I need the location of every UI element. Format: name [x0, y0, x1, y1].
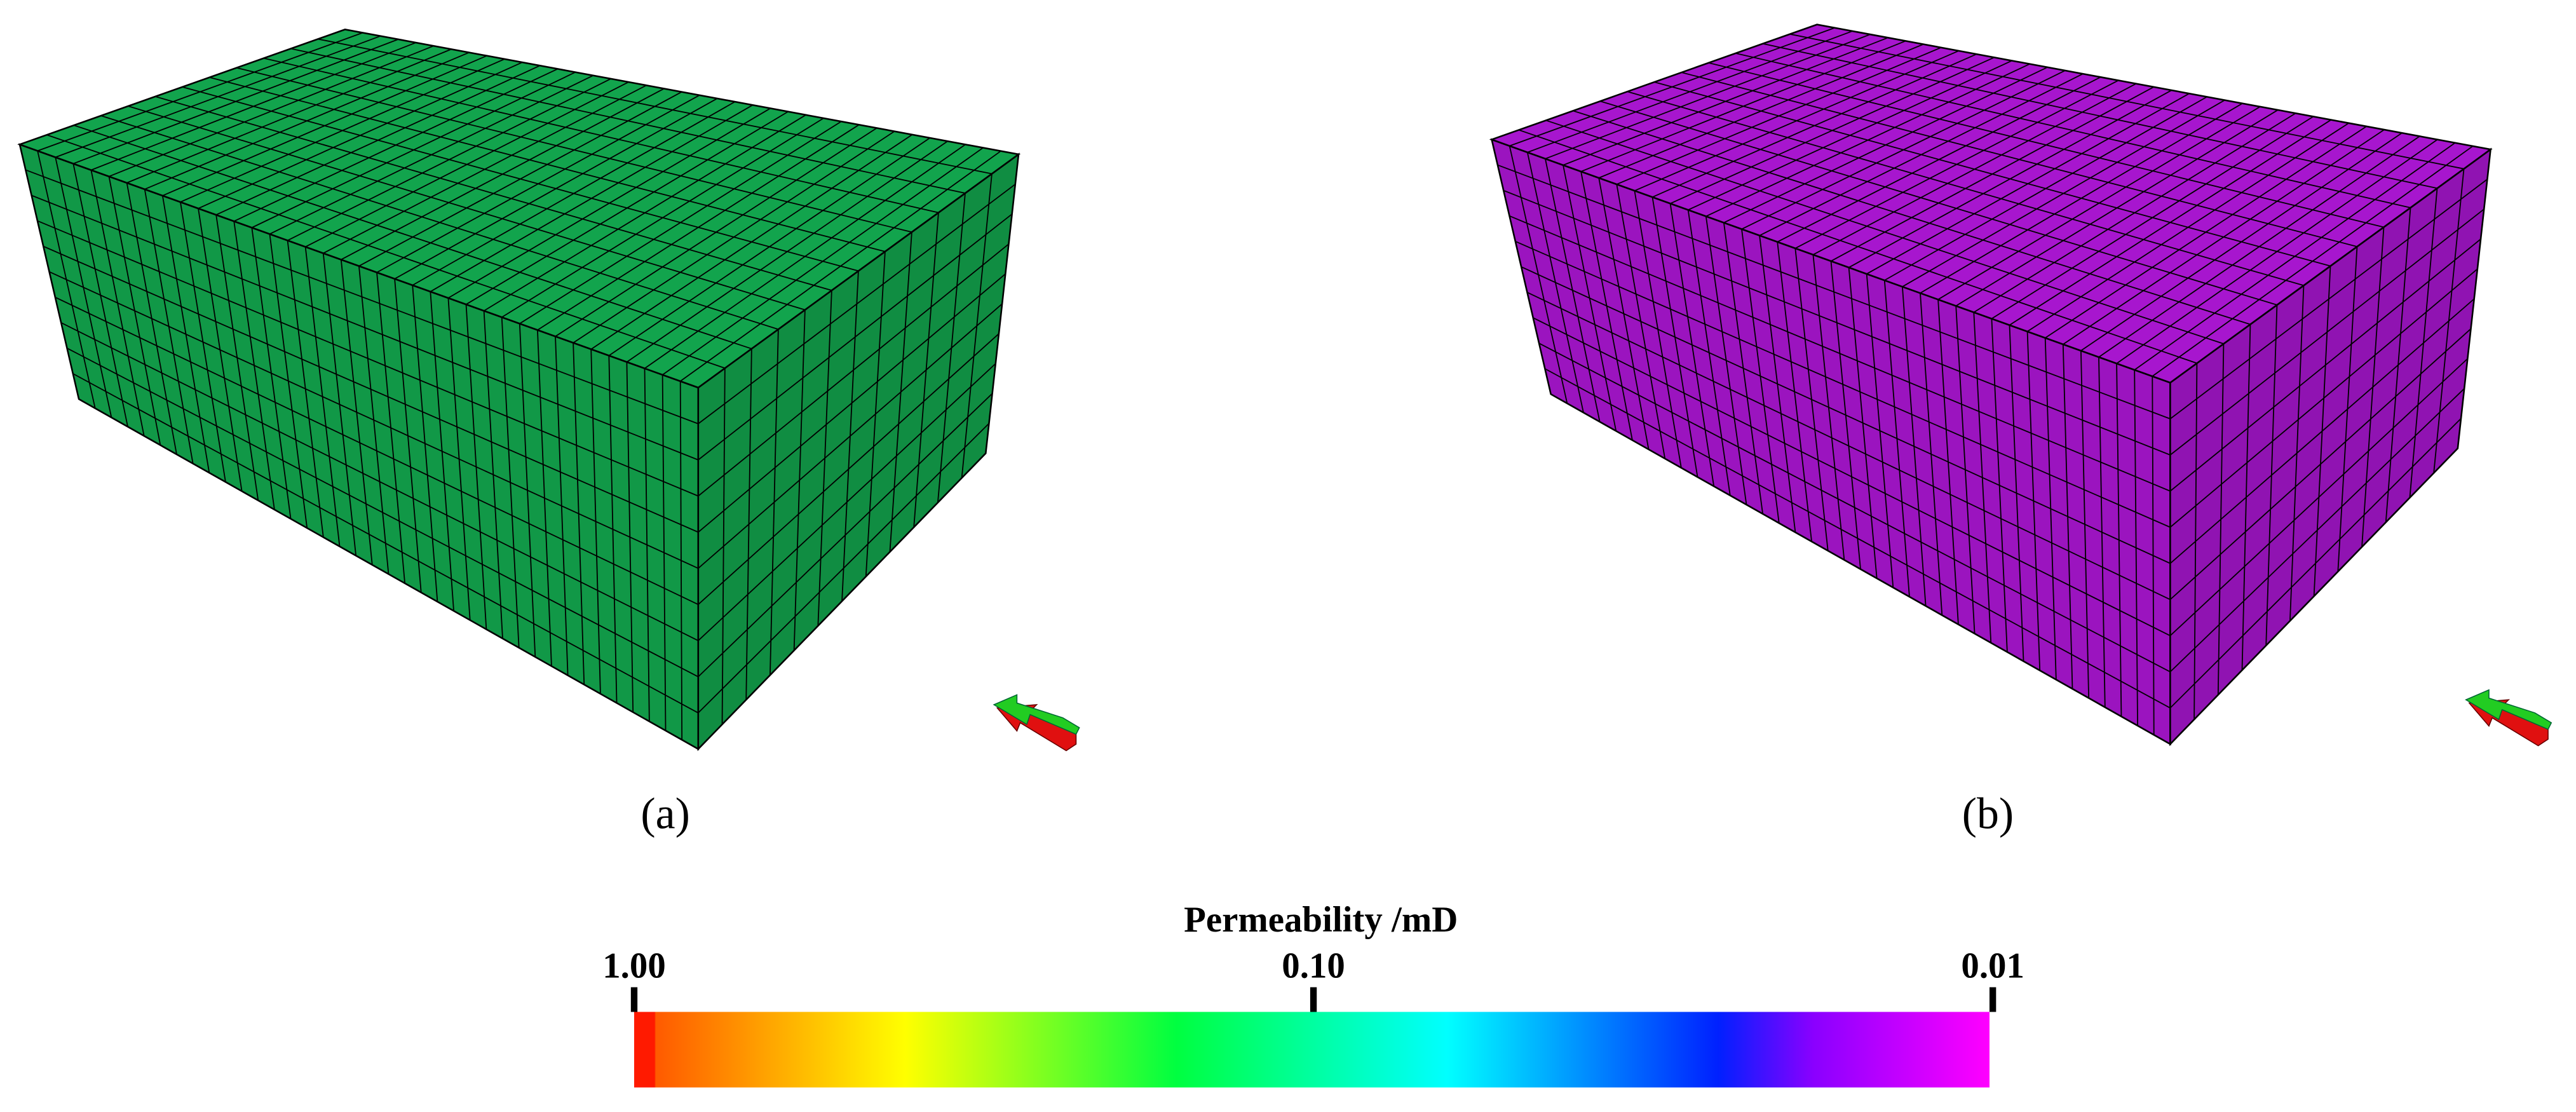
- icon-top: [2465, 689, 2552, 730]
- grid-lines: [698, 173, 1016, 725]
- icon-top: [993, 694, 1080, 735]
- grid-lines: [1497, 146, 2171, 735]
- colorbar: [634, 1012, 1990, 1088]
- tick-label: 0.01: [1961, 946, 2024, 986]
- colorbar-title: Permeability /mD: [1184, 900, 1458, 940]
- tick-label: 0.10: [1282, 946, 1345, 986]
- orientation-icon: [2465, 689, 2552, 747]
- grid-block: [1489, 24, 2552, 747]
- grid-lines: [1509, 27, 2474, 377]
- grid-lines: [2169, 168, 2488, 720]
- grid-lines: [37, 32, 1001, 382]
- panel-label: (a): [641, 789, 689, 838]
- orientation-icon: [993, 694, 1080, 752]
- grid-block: [17, 29, 1080, 752]
- grid-lines: [25, 151, 699, 740]
- tick-label: 1.00: [602, 946, 666, 986]
- panel-label: (b): [1962, 789, 2014, 838]
